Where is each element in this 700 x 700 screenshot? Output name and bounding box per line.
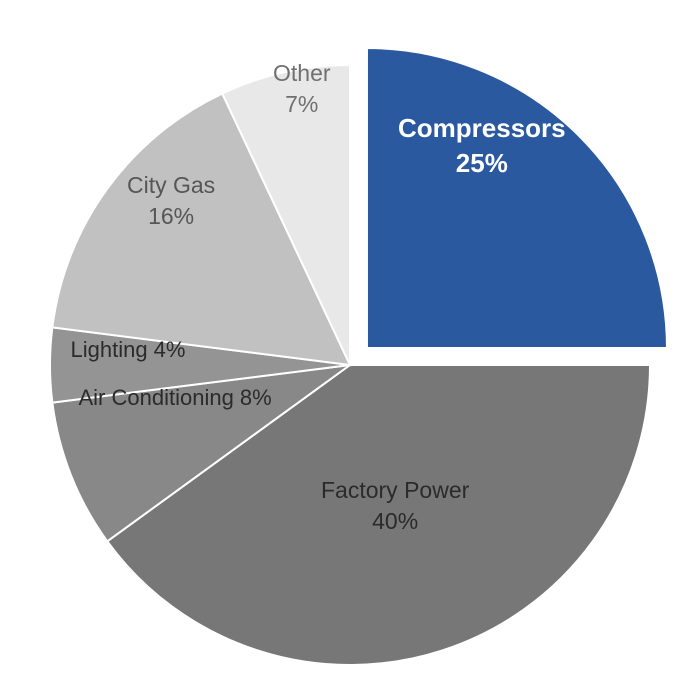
pie-chart: Compressors 25%Factory Power 40%Air Cond…: [0, 0, 700, 700]
pie-slice: [367, 48, 667, 348]
pie-svg: [0, 0, 700, 700]
